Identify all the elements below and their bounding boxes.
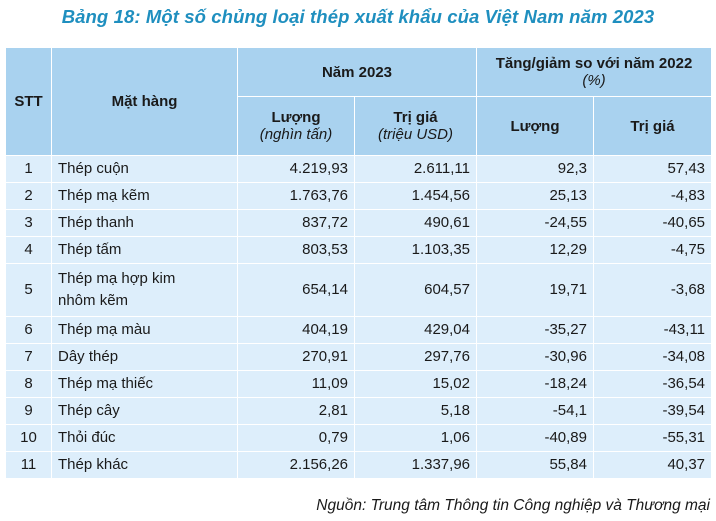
row-qty: 837,72 (237, 209, 355, 237)
row-qty-change: 12,29 (476, 236, 594, 264)
row-qty: 270,91 (237, 343, 355, 371)
row-qty-change: -24,55 (476, 209, 594, 237)
row-stt: 1 (5, 155, 52, 183)
row-name: Thép thanh (51, 209, 238, 237)
table-title: Bảng 18: Một số chủng loại thép xuất khẩ… (61, 6, 655, 27)
row-name: Thỏi đúc (51, 424, 238, 452)
row-qty-change: 55,84 (476, 451, 594, 479)
row-value: 1.103,35 (354, 236, 477, 264)
row-value-change: -34,08 (592, 343, 713, 371)
row-stt: 3 (5, 209, 52, 237)
row-name: Thép mạ kẽm (51, 182, 238, 210)
row-name: Dây thép (51, 343, 238, 371)
row-qty-change: -35,27 (476, 316, 594, 344)
table-row: 7 Dây thép 270,91 297,76 -30,96 -34,08 (5, 343, 713, 371)
row-qty-change: -30,96 (476, 343, 594, 371)
row-qty: 654,14 (237, 263, 355, 317)
row-value-change: -40,65 (592, 209, 713, 237)
row-value: 604,57 (354, 263, 477, 317)
row-stt: 7 (5, 343, 52, 371)
row-name: Thép cuộn (51, 155, 238, 183)
table-row: 3 Thép thanh 837,72 490,61 -24,55 -40,65 (5, 209, 713, 237)
row-qty-change: 19,71 (476, 263, 594, 317)
row-name: Thép khác (51, 451, 238, 479)
steel-export-table: STT Mặt hàng Năm 2023 Tăng/giảm so với n… (5, 47, 713, 479)
header-change-label: Tăng/giảm so với năm 2022 (495, 55, 693, 72)
table-row: 9 Thép cây 2,81 5,18 -54,1 -39,54 (5, 397, 713, 425)
row-value: 429,04 (354, 316, 477, 344)
row-stt: 5 (5, 263, 52, 317)
table-row: 11 Thép khác 2.156,26 1.337,96 55,84 40,… (5, 451, 713, 479)
table-row: 1 Thép cuộn 4.219,93 2.611,11 92,3 57,43 (5, 155, 713, 183)
header-value-label: Trị giá (393, 109, 438, 126)
row-value: 1.454,56 (354, 182, 477, 210)
row-stt: 9 (5, 397, 52, 425)
row-qty: 0,79 (237, 424, 355, 452)
row-value-change: -55,31 (592, 424, 713, 452)
row-stt: 11 (5, 451, 52, 479)
row-qty-change: 92,3 (476, 155, 594, 183)
row-qty: 11,09 (237, 370, 355, 398)
row-qty-change: -18,24 (476, 370, 594, 398)
row-name: Thép mạ thiếc (51, 370, 238, 398)
table-row: 5 Thép mạ hợp kim nhôm kẽm 654,14 604,57… (5, 263, 713, 317)
row-value: 15,02 (354, 370, 477, 398)
row-value: 1.337,96 (354, 451, 477, 479)
table-row: 10 Thỏi đúc 0,79 1,06 -40,89 -55,31 (5, 424, 713, 452)
row-qty: 404,19 (237, 316, 355, 344)
row-stt: 2 (5, 182, 52, 210)
row-qty-change: -40,89 (476, 424, 594, 452)
row-stt: 6 (5, 316, 52, 344)
table-row: 6 Thép mạ màu 404,19 429,04 -35,27 -43,1… (5, 316, 713, 344)
row-stt: 10 (5, 424, 52, 452)
source-note: Nguồn: Trung tâm Thông tin Công nghiệp v… (316, 497, 710, 514)
header-change-group: Tăng/giảm so với năm 2022 (%) (475, 47, 713, 97)
row-value-change: -3,68 (592, 263, 713, 317)
header-value-unit: (triệu USD) (377, 126, 453, 143)
row-value-change: -4,75 (592, 236, 713, 264)
row-value: 1,06 (354, 424, 477, 452)
header-change-unit: (%) (582, 72, 606, 89)
row-value-change: -4,83 (592, 182, 713, 210)
row-name-line2: nhôm kẽm (58, 292, 129, 309)
table-row: 4 Thép tấm 803,53 1.103,35 12,29 -4,75 (5, 236, 713, 264)
row-qty: 803,53 (237, 236, 355, 264)
row-qty: 1.763,76 (237, 182, 355, 210)
row-value-change: 57,43 (592, 155, 713, 183)
header-item: Mặt hàng (51, 47, 238, 156)
row-value-change: -39,54 (592, 397, 713, 425)
row-name: Thép mạ hợp kim nhôm kẽm (51, 263, 238, 317)
row-qty: 4.219,93 (237, 155, 355, 183)
row-qty-change: -54,1 (476, 397, 594, 425)
table-row: 8 Thép mạ thiếc 11,09 15,02 -18,24 -36,5… (5, 370, 713, 398)
header-value-change: Trị giá (592, 96, 713, 156)
row-qty: 2.156,26 (237, 451, 355, 479)
header-qty: Lượng (nghìn tấn) (237, 96, 355, 156)
row-stt: 8 (5, 370, 52, 398)
row-value-change: -43,11 (592, 316, 713, 344)
row-stt: 4 (5, 236, 52, 264)
row-name: Thép mạ màu (51, 316, 238, 344)
header-value: Trị giá (triệu USD) (354, 96, 477, 156)
row-value: 297,76 (354, 343, 477, 371)
header-qty-change: Lượng (476, 96, 594, 156)
row-qty: 2,81 (237, 397, 355, 425)
row-value: 2.611,11 (354, 155, 477, 183)
header-stt: STT (5, 47, 52, 156)
row-value-change: 40,37 (592, 451, 713, 479)
row-qty-change: 25,13 (476, 182, 594, 210)
row-name-line1: Thép mạ hợp kim (58, 270, 176, 287)
header-qty-label: Lượng (271, 109, 321, 126)
row-value-change: -36,54 (592, 370, 713, 398)
row-value: 490,61 (354, 209, 477, 237)
header-qty-unit: (nghìn tấn) (259, 126, 333, 143)
row-name: Thép cây (51, 397, 238, 425)
row-value: 5,18 (354, 397, 477, 425)
header-year-group: Năm 2023 (237, 47, 477, 97)
row-name: Thép tấm (51, 236, 238, 264)
table-row: 2 Thép mạ kẽm 1.763,76 1.454,56 25,13 -4… (5, 182, 713, 210)
